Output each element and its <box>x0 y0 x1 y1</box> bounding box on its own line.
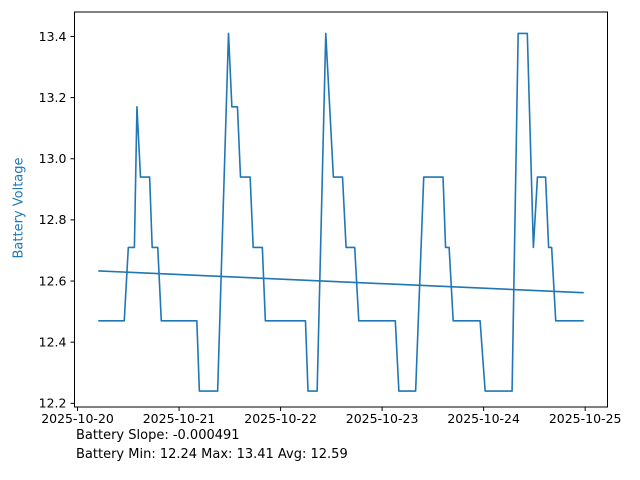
y-tick-label: 12.2 <box>39 396 67 411</box>
y-tick-label: 13.2 <box>39 90 67 105</box>
chart-annotations: Battery Slope: -0.000491 Battery Min: 12… <box>76 427 348 464</box>
x-tick-label: 2025-10-25 <box>549 411 622 426</box>
x-tick-label: 2025-10-24 <box>447 411 520 426</box>
trend-line <box>98 270 584 294</box>
annotation-stats: Battery Min: 12.24 Max: 13.41 Avg: 12.59 <box>76 446 348 462</box>
x-tick-label: 2025-10-20 <box>41 411 114 426</box>
y-tick-label: 12.8 <box>39 212 67 227</box>
voltage-line <box>98 32 584 392</box>
x-tick-label: 2025-10-21 <box>143 411 216 426</box>
annotation-slope: Battery Slope: -0.000491 <box>76 428 240 443</box>
y-tick-label: 13.4 <box>39 29 67 44</box>
x-tick-label: 2025-10-23 <box>346 411 419 426</box>
y-tick-label: 12.6 <box>39 273 67 288</box>
x-tick-label: 2025-10-22 <box>244 411 317 426</box>
y-tick-label: 13.0 <box>39 151 67 166</box>
y-tick-label: 12.4 <box>39 334 67 349</box>
plot-border <box>74 11 608 408</box>
